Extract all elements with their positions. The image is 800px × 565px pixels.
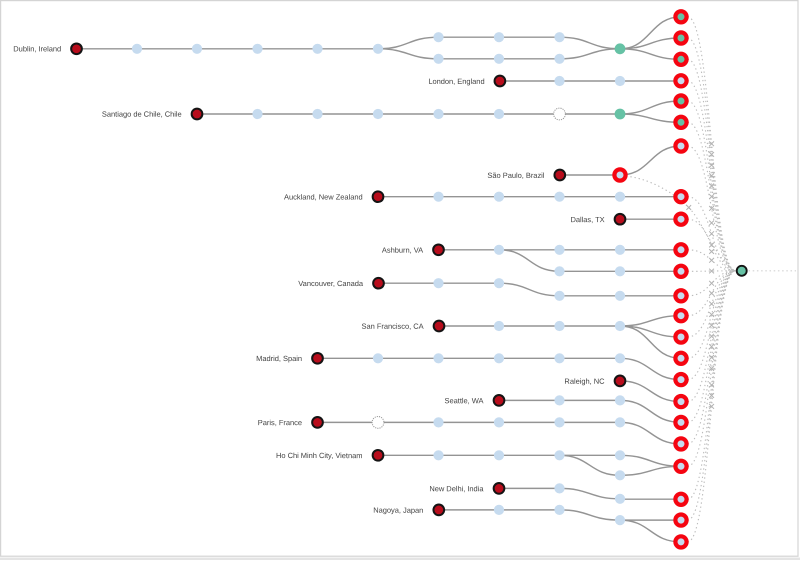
svg-text:New Delhi, India: New Delhi, India	[429, 484, 484, 493]
svg-text:Dallas, TX: Dallas, TX	[570, 215, 604, 224]
svg-text:Nagoya, Japan: Nagoya, Japan	[373, 506, 423, 515]
svg-text:Ho Chi Minh City, Vietnam: Ho Chi Minh City, Vietnam	[276, 451, 363, 460]
svg-text:Raleigh, NC: Raleigh, NC	[564, 377, 605, 386]
svg-text:Madrid, Spain: Madrid, Spain	[256, 354, 302, 363]
svg-text:Santiago de Chile, Chile: Santiago de Chile, Chile	[102, 110, 182, 119]
svg-text:Ashburn, VA: Ashburn, VA	[382, 246, 423, 255]
svg-text:Paris, France: Paris, France	[258, 418, 302, 427]
svg-text:London, England: London, England	[428, 77, 484, 86]
svg-text:Seattle, WA: Seattle, WA	[445, 396, 484, 405]
svg-text:São Paulo, Brazil: São Paulo, Brazil	[487, 171, 544, 180]
svg-text:Vancouver, Canada: Vancouver, Canada	[298, 279, 364, 288]
svg-text:Dublin, Ireland: Dublin, Ireland	[13, 44, 61, 53]
svg-text:San Francisco, CA: San Francisco, CA	[362, 322, 424, 331]
svg-text:Auckland, New Zealand: Auckland, New Zealand	[284, 192, 363, 201]
